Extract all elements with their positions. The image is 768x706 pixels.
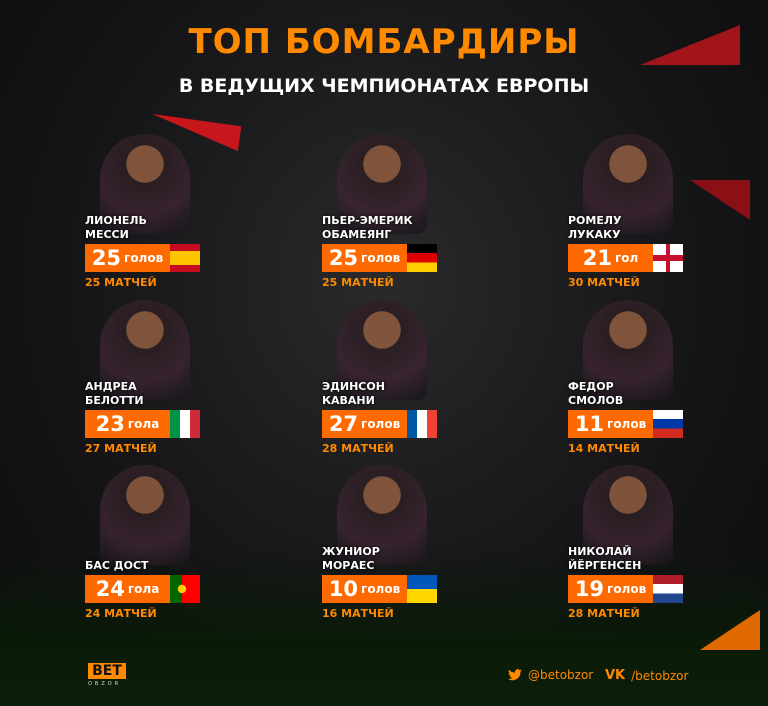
- goals-badge: 21 гол: [568, 244, 683, 272]
- goals-unit: голов: [361, 417, 401, 431]
- matches-count: 25 МАТЧЕЙ: [85, 276, 157, 289]
- goals-count: 25: [91, 246, 122, 270]
- portugal-flag-icon: [170, 575, 200, 603]
- player-name: ФЕДОР СМОЛОВ: [568, 380, 624, 407]
- player-name: БАС ДОСТ: [85, 559, 149, 572]
- ukraine-flag-icon: [407, 575, 437, 603]
- decor-triangle: [700, 610, 760, 650]
- goals-unit: гол: [614, 251, 639, 265]
- england-flag-icon: [653, 244, 683, 272]
- goals-unit: голов: [361, 582, 401, 596]
- goals-unit: голов: [607, 582, 647, 596]
- matches-count: 28 МАТЧЕЙ: [568, 607, 640, 620]
- germany-flag-icon: [407, 244, 437, 272]
- twitter-icon: [508, 669, 522, 681]
- player-name: НИКОЛАЙ ЙЁРГЕНСЕН: [568, 545, 642, 572]
- player-photo: [100, 134, 190, 234]
- page-title: ТОП БОМБАРДИРЫ: [188, 22, 580, 62]
- player-card: РОМЕЛУ ЛУКАКУ 21 гол 30 МАТЧЕЙ: [568, 134, 768, 304]
- france-flag-icon: [407, 410, 437, 438]
- goals-count: 21: [582, 246, 612, 270]
- goals-badge: 11 голов: [568, 410, 683, 438]
- player-name: ПЬЕР-ЭМЕРИК ОБАМЕЯНГ: [322, 214, 413, 241]
- goals-badge: 24 гола: [85, 575, 200, 603]
- matches-count: 14 МАТЧЕЙ: [568, 442, 640, 455]
- decor-triangle: [640, 25, 740, 65]
- twitter-link[interactable]: @betobzor: [508, 668, 593, 682]
- player-card: ЖУНИОР МОРАЕС 10 голов 16 МАТЧЕЙ: [322, 465, 522, 635]
- goals-badge: 25 голов: [322, 244, 437, 272]
- matches-count: 25 МАТЧЕЙ: [322, 276, 394, 289]
- goals-badge: 25 голов: [85, 244, 200, 272]
- player-card: НИКОЛАЙ ЙЁРГЕНСЕН 19 голов 28 МАТЧЕЙ: [568, 465, 768, 635]
- player-photo: [337, 465, 427, 565]
- matches-count: 24 МАТЧЕЙ: [85, 607, 157, 620]
- player-name: ЭДИНСОН КАВАНИ: [322, 380, 385, 407]
- goals-count: 24: [95, 577, 125, 601]
- italy-flag-icon: [170, 410, 200, 438]
- vk-icon: VK: [605, 668, 626, 683]
- goals-badge: 10 голов: [322, 575, 437, 603]
- goals-count: 23: [95, 412, 125, 436]
- matches-count: 16 МАТЧЕЙ: [322, 607, 394, 620]
- matches-count: 30 МАТЧЕЙ: [568, 276, 640, 289]
- netherlands-flag-icon: [653, 575, 683, 603]
- decor-triangle: [690, 180, 750, 220]
- goals-badge: 23 гола: [85, 410, 200, 438]
- goals-unit: голов: [124, 251, 164, 265]
- goals-unit: гола: [127, 582, 160, 596]
- player-photo: [583, 300, 673, 400]
- player-card: ЛИОНЕЛЬ МЕССИ 25 голов 25 МАТЧЕЙ: [85, 134, 285, 304]
- betobzor-logo: BET OBZOR: [88, 663, 126, 687]
- player-photo: [337, 300, 427, 400]
- player-name: ЖУНИОР МОРАЕС: [322, 545, 380, 572]
- matches-count: 28 МАТЧЕЙ: [322, 442, 394, 455]
- subtitle: В ВЕДУЩИХ ЧЕМПИОНАТАХ ЕВРОПЫ: [178, 75, 590, 97]
- goals-count: 19: [574, 577, 605, 601]
- spain-flag-icon: [170, 244, 200, 272]
- player-photo: [100, 465, 190, 565]
- goals-count: 27: [328, 412, 359, 436]
- player-name: РОМЕЛУ ЛУКАКУ: [568, 214, 622, 241]
- goals-count: 25: [328, 246, 359, 270]
- matches-count: 27 МАТЧЕЙ: [85, 442, 157, 455]
- player-name: ЛИОНЕЛЬ МЕССИ: [85, 214, 147, 241]
- player-card: ПЬЕР-ЭМЕРИК ОБАМЕЯНГ 25 голов 25 МАТЧЕЙ: [322, 134, 522, 304]
- goals-unit: гола: [127, 417, 160, 431]
- russia-flag-icon: [653, 410, 683, 438]
- player-card: БАС ДОСТ 24 гола 24 МАТЧЕЙ: [85, 465, 285, 635]
- player-photo: [583, 465, 673, 565]
- player-name: АНДРЕА БЕЛОТТИ: [85, 380, 144, 407]
- player-card: АНДРЕА БЕЛОТТИ 23 гола 27 МАТЧЕЙ: [85, 300, 285, 470]
- goals-unit: голов: [361, 251, 401, 265]
- goals-badge: 19 голов: [568, 575, 683, 603]
- player-card: ЭДИНСОН КАВАНИ 27 голов 28 МАТЧЕЙ: [322, 300, 522, 470]
- player-card: ФЕДОР СМОЛОВ 11 голов 14 МАТЧЕЙ: [568, 300, 768, 470]
- player-photo: [337, 134, 427, 234]
- vk-link[interactable]: VK /betobzor: [605, 668, 689, 683]
- goals-count: 10: [328, 577, 359, 601]
- player-photo: [583, 134, 673, 234]
- goals-badge: 27 голов: [322, 410, 437, 438]
- goals-unit: голов: [607, 417, 647, 431]
- goals-count: 11: [574, 412, 605, 436]
- player-photo: [100, 300, 190, 400]
